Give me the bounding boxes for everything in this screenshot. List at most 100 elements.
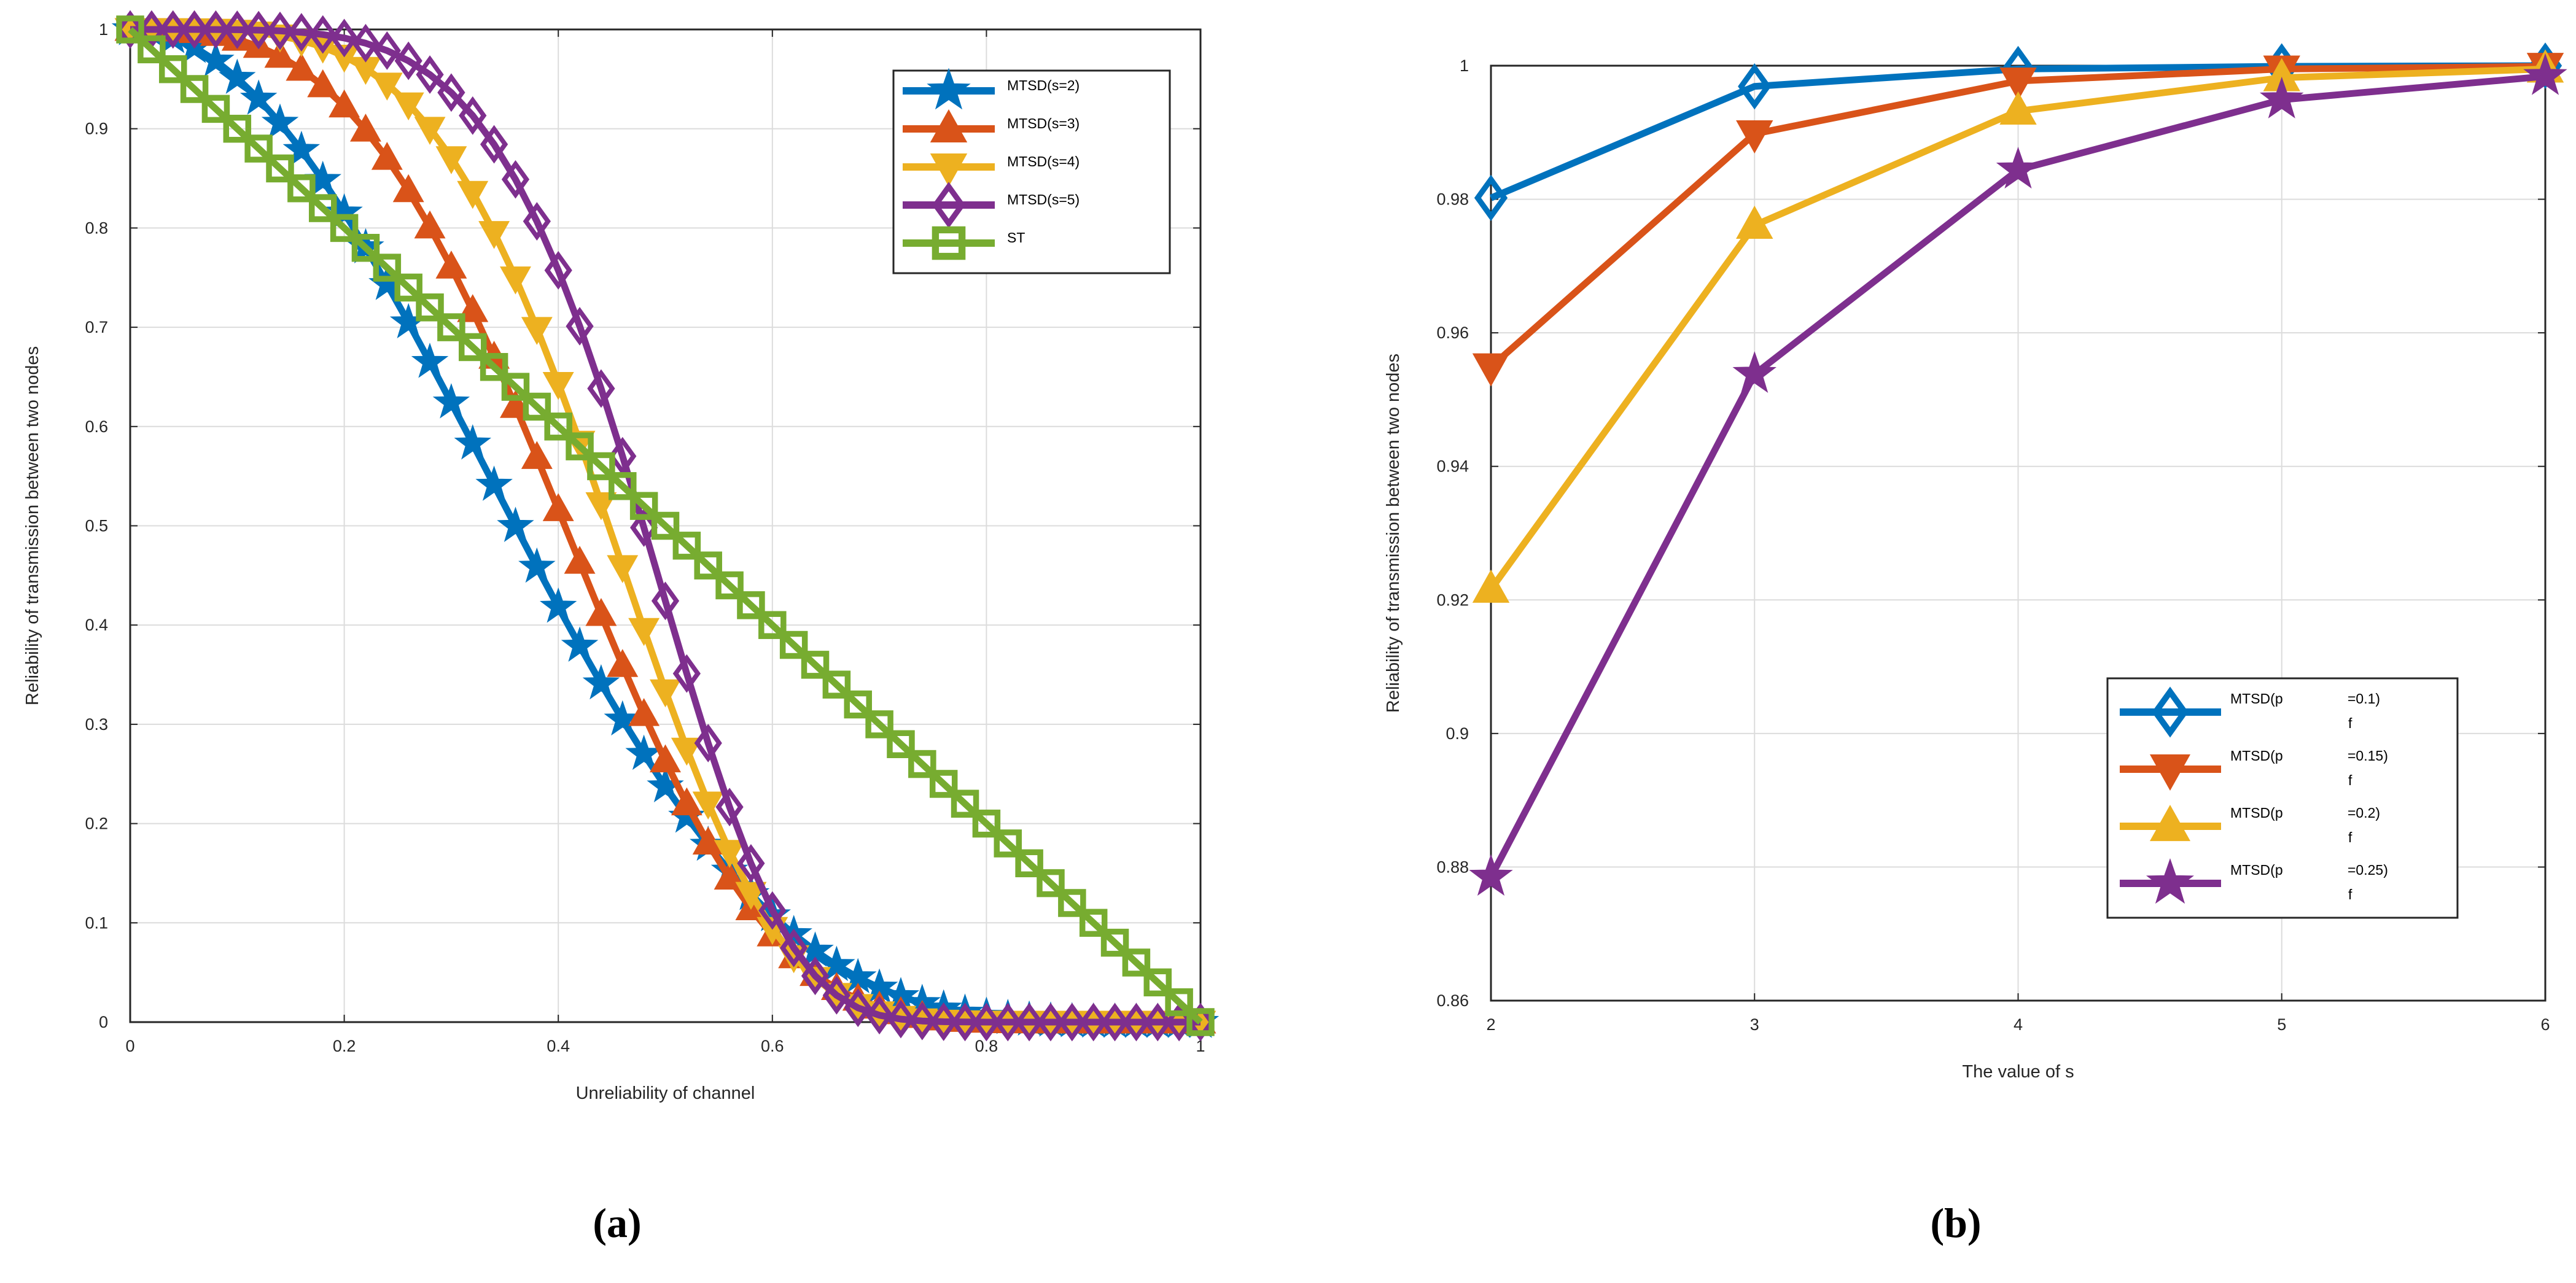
data-point bbox=[286, 52, 317, 81]
data-point bbox=[239, 79, 278, 115]
legend-marker bbox=[930, 109, 968, 142]
data-point bbox=[523, 392, 551, 421]
data-point bbox=[737, 591, 765, 619]
data-point bbox=[737, 843, 765, 883]
data-point bbox=[392, 92, 424, 121]
data-point bbox=[116, 15, 144, 44]
data-point bbox=[714, 840, 745, 868]
data-point bbox=[371, 72, 403, 101]
data-point bbox=[351, 23, 380, 63]
x-tick-label: 0 bbox=[125, 1037, 134, 1055]
data-point bbox=[822, 670, 851, 699]
data-point bbox=[540, 587, 577, 623]
data-point bbox=[158, 55, 187, 83]
data-point bbox=[628, 618, 660, 646]
legend-label-value: =0.1) bbox=[2348, 691, 2380, 707]
y-tick-label: 0.9 bbox=[1446, 724, 1469, 743]
data-point bbox=[1472, 569, 1510, 603]
series-line bbox=[128, 26, 1203, 1025]
data-point bbox=[309, 15, 337, 54]
data-point bbox=[373, 31, 401, 70]
legend-label-value: =0.25) bbox=[2348, 862, 2388, 878]
data-point bbox=[475, 465, 513, 501]
data-point bbox=[972, 1002, 1001, 1042]
y-axis-label: Reliability of transmission between two … bbox=[1383, 354, 1403, 713]
data-point bbox=[351, 233, 380, 262]
x-tick-label: 5 bbox=[2277, 1015, 2286, 1034]
data-point bbox=[694, 551, 722, 579]
legend-label: MTSD(p bbox=[2230, 805, 2283, 821]
data-point bbox=[561, 626, 599, 662]
data-point bbox=[887, 999, 915, 1039]
data-point bbox=[582, 664, 620, 700]
data-point bbox=[394, 273, 422, 302]
data-point bbox=[951, 1002, 979, 1042]
data-point bbox=[607, 555, 639, 583]
y-tick-label: 1 bbox=[99, 20, 108, 39]
data-point bbox=[1736, 120, 1773, 154]
data-point bbox=[1736, 205, 1773, 239]
data-point bbox=[1100, 1002, 1129, 1042]
data-point bbox=[544, 250, 572, 290]
x-tick-label: 1 bbox=[1196, 1037, 1205, 1055]
data-point bbox=[672, 532, 701, 560]
y-tick-label: 0.86 bbox=[1436, 991, 1469, 1010]
data-point bbox=[459, 333, 487, 362]
data-point bbox=[266, 154, 294, 183]
data-point bbox=[201, 95, 230, 123]
data-point bbox=[1472, 353, 1510, 387]
data-point bbox=[521, 441, 553, 469]
data-point bbox=[330, 214, 359, 242]
data-point bbox=[587, 369, 615, 408]
data-point bbox=[1999, 91, 2037, 125]
data-point bbox=[159, 10, 187, 49]
data-point bbox=[497, 506, 534, 542]
data-point bbox=[1100, 928, 1129, 957]
data-point bbox=[607, 649, 639, 677]
data-point bbox=[308, 194, 337, 222]
data-point bbox=[180, 10, 209, 49]
data-point bbox=[457, 180, 489, 209]
data-point bbox=[1058, 889, 1086, 917]
legend-marker bbox=[932, 226, 966, 260]
data-point bbox=[350, 114, 381, 142]
data-point bbox=[480, 125, 508, 164]
data-point bbox=[1080, 1002, 1108, 1042]
data-point bbox=[1058, 1002, 1086, 1042]
legend-marker bbox=[2149, 804, 2191, 842]
data-point bbox=[416, 55, 444, 94]
data-point bbox=[801, 956, 830, 996]
series-line bbox=[130, 26, 1200, 1026]
axes-frame bbox=[129, 28, 1202, 1023]
data-point bbox=[1122, 1002, 1151, 1042]
data-point bbox=[758, 611, 787, 639]
data-point bbox=[501, 160, 530, 199]
data-point bbox=[223, 114, 252, 143]
data-point bbox=[629, 492, 658, 520]
y-tick-label: 0.98 bbox=[1436, 190, 1469, 209]
y-tick-label: 0 bbox=[99, 1013, 108, 1031]
data-point bbox=[587, 452, 615, 481]
legend-label: ST bbox=[1007, 230, 1025, 246]
data-point bbox=[223, 10, 251, 49]
x-tick-label: 2 bbox=[1486, 1015, 1495, 1034]
data-point bbox=[432, 383, 470, 419]
data-point bbox=[500, 266, 531, 295]
data-point bbox=[244, 10, 273, 50]
legend: MTSD(s=2) MTSD(s=3) MTSD(s=4) MTSD(s=5) ST bbox=[892, 68, 1171, 274]
data-point bbox=[478, 221, 510, 249]
data-point bbox=[307, 69, 339, 98]
data-point bbox=[566, 307, 594, 346]
data-point bbox=[1015, 849, 1043, 878]
x-tick-label: 0.2 bbox=[333, 1037, 356, 1055]
data-point bbox=[609, 436, 637, 476]
data-point bbox=[518, 547, 556, 583]
legend-label-subscript: f bbox=[2348, 886, 2352, 902]
data-point bbox=[1469, 854, 1513, 896]
data-point bbox=[1079, 909, 1108, 937]
data-point bbox=[1732, 351, 1776, 393]
legend-label: MTSD(s=3) bbox=[1007, 115, 1080, 131]
data-point bbox=[908, 750, 936, 778]
legend-marker bbox=[930, 153, 968, 187]
data-point bbox=[994, 1002, 1022, 1042]
